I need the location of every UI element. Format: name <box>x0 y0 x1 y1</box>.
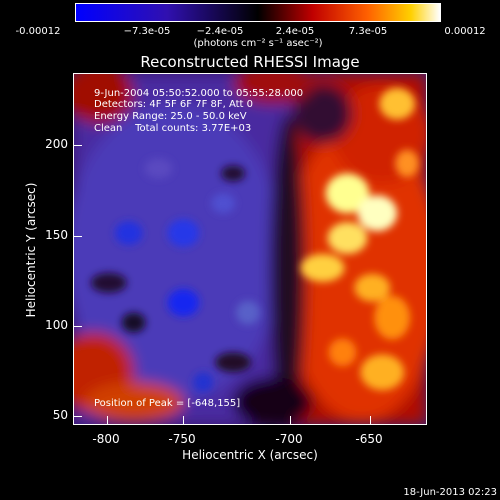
footer-timestamp: 18-Jun-2013 02:23 <box>403 487 497 498</box>
y-tick-label: 50 <box>52 408 68 422</box>
colorbar-tick: 0.00012 <box>444 26 486 37</box>
x-tick-label: -800 <box>92 432 120 446</box>
colorbar-tick: -0.00012 <box>15 26 61 37</box>
x-tick-label: -750 <box>168 432 196 446</box>
x-tick-label: -650 <box>355 432 383 446</box>
annotation-peak: Position of Peak = [-648,155] <box>94 398 241 409</box>
x-tick-label: -700 <box>275 432 303 446</box>
annotation-detectors: Detectors: 4F 5F 6F 7F 8F, Att 0 <box>94 99 254 110</box>
colorbar-tick: −7.3e-05 <box>123 26 171 37</box>
y-axis-label: Heliocentric Y (arcsec) <box>24 182 38 318</box>
y-tick-label: 200 <box>45 137 68 151</box>
image-canvas <box>74 74 426 424</box>
annotation-time: 9-Jun-2004 05:50:52.000 to 05:55:28.000 <box>94 88 304 99</box>
colorbar-units: (photons cm⁻² s⁻¹ asec⁻²) <box>193 38 323 49</box>
annotation-energy: Energy Range: 25.0 - 50.0 keV <box>94 111 247 122</box>
annotation-clean: Clean Total counts: 3.77E+03 <box>94 123 252 134</box>
rhessi-image: 9-Jun-2004 05:50:52.000 to 05:55:28.000 … <box>73 73 427 425</box>
plot-title: Reconstructed RHESSI Image <box>140 53 360 71</box>
colorbar-tick: 2.4e-05 <box>275 26 315 37</box>
colorbar <box>75 3 441 22</box>
x-axis-label: Heliocentric X (arcsec) <box>182 448 318 462</box>
y-tick-label: 100 <box>45 318 68 332</box>
colorbar-tick: −2.4e-05 <box>196 26 244 37</box>
y-tick-label: 150 <box>45 228 68 242</box>
colorbar-tick: 7.3e-05 <box>348 26 388 37</box>
